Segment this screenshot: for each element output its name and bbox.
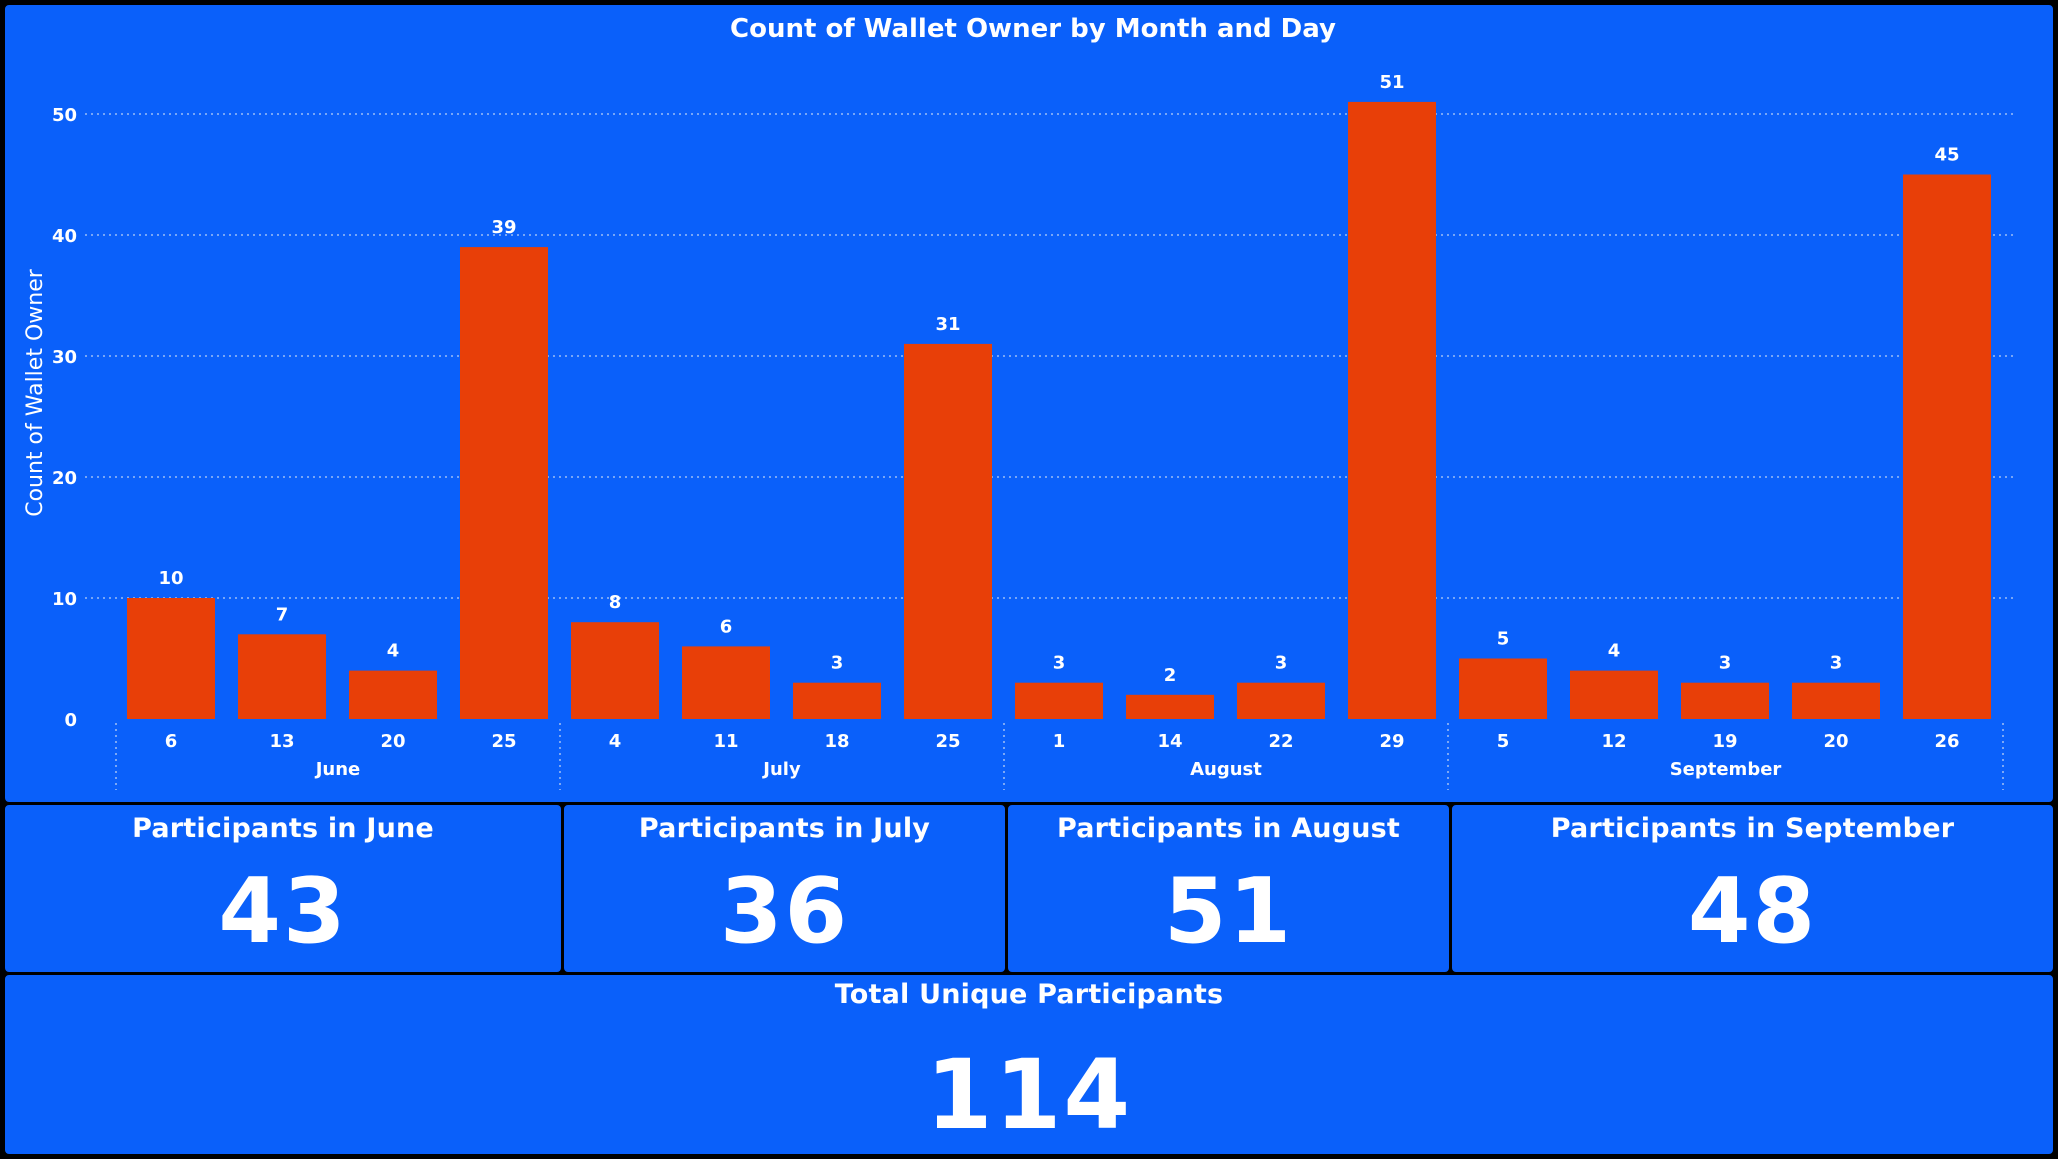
data-label: 4 (387, 641, 400, 662)
card-july: Participants in July 36 (562, 803, 1007, 974)
y-tick-label: 50 (52, 105, 77, 126)
card-july-value: 36 (719, 859, 850, 964)
y-axis-ticks: 0 10 20 30 40 50 (52, 105, 77, 731)
card-total-title: Total Unique Participants (834, 979, 1224, 1010)
month-label: September (1670, 759, 1782, 780)
x-tick-label: 4 (609, 731, 622, 752)
month-label: July (761, 759, 801, 780)
gridlines (85, 113, 2015, 599)
x-tick-label: 25 (935, 731, 960, 752)
card-september: Participants in September 48 (1450, 803, 2055, 974)
x-tick-label: 6 (165, 731, 178, 752)
data-label: 39 (491, 217, 516, 238)
data-label: 6 (720, 616, 733, 637)
bar-september-26[interactable] (1903, 174, 1991, 720)
chart-title: Count of Wallet Owner by Month and Day (730, 14, 1336, 44)
y-tick-label: 10 (52, 589, 77, 610)
data-label: 3 (1053, 653, 1066, 674)
y-tick-label: 20 (52, 468, 77, 489)
bar-august-1[interactable] (1015, 682, 1103, 719)
bar-august-14[interactable] (1126, 694, 1214, 719)
x-axis-ticks: 6 13 20 25 4 11 18 25 1 14 22 29 5 12 19 20 26 (165, 731, 1960, 752)
data-label: 2 (1164, 665, 1177, 686)
x-tick-label: 20 (1823, 731, 1848, 752)
y-axis-title: Count of Wallet Owner (23, 268, 48, 517)
x-tick-label: 29 (1379, 731, 1404, 752)
card-july-title: Participants in July (638, 813, 931, 844)
data-label: 3 (1830, 653, 1843, 674)
card-august: Participants in August 51 (1006, 803, 1451, 974)
x-tick-label: 25 (491, 731, 516, 752)
bar-september-20[interactable] (1792, 682, 1880, 719)
card-total: Total Unique Participants 114 (3, 973, 2055, 1156)
bar-june-13[interactable] (238, 634, 326, 719)
card-june: Participants in June 43 (3, 803, 563, 974)
card-september-title: Participants in September (1550, 813, 1955, 844)
data-labels: 10 7 4 39 8 6 3 31 3 2 3 51 5 4 3 3 45 (158, 72, 1959, 686)
x-tick-label: 19 (1712, 731, 1737, 752)
bar-september-12[interactable] (1570, 670, 1658, 719)
bar-september-5[interactable] (1459, 658, 1547, 720)
data-label: 4 (1608, 641, 1621, 662)
data-label: 3 (1275, 653, 1288, 674)
card-august-value: 51 (1163, 859, 1294, 964)
y-tick-label: 30 (52, 347, 77, 368)
card-september-value: 48 (1687, 859, 1818, 964)
x-tick-label: 14 (1157, 731, 1182, 752)
x-tick-label: 13 (269, 731, 294, 752)
data-label: 7 (276, 604, 289, 625)
data-label: 5 (1497, 629, 1510, 650)
bar-july-11[interactable] (682, 646, 770, 719)
bar-june-25[interactable] (460, 247, 548, 719)
x-tick-label: 18 (824, 731, 849, 752)
y-tick-label: 0 (64, 710, 77, 731)
x-tick-label: 1 (1053, 731, 1066, 752)
bar-june-20[interactable] (349, 670, 437, 719)
chart-panel: Count of Wallet Owner by Month and Day C… (3, 3, 2055, 804)
card-june-title: Participants in June (132, 813, 434, 844)
card-total-value: 114 (925, 1039, 1133, 1151)
y-tick-label: 40 (52, 226, 77, 247)
data-label: 51 (1379, 72, 1404, 93)
bar-chart: Count of Wallet Owner by Month and Day C… (23, 14, 2015, 790)
bar-july-4[interactable] (571, 622, 659, 719)
month-label: June (314, 759, 361, 780)
data-label: 45 (1934, 145, 1959, 166)
card-june-value: 43 (218, 859, 348, 964)
x-tick-label: 11 (713, 731, 738, 752)
x-tick-label: 20 (380, 731, 405, 752)
x-axis-months: June July August September (115, 723, 2004, 790)
month-label: August (1190, 759, 1262, 780)
bar-september-19[interactable] (1681, 682, 1769, 719)
x-tick-label: 26 (1934, 731, 1959, 752)
data-label: 3 (831, 653, 844, 674)
bar-july-18[interactable] (793, 682, 881, 719)
x-tick-label: 22 (1268, 731, 1293, 752)
bars[interactable] (127, 101, 1991, 720)
x-tick-label: 5 (1497, 731, 1510, 752)
data-label: 3 (1719, 653, 1732, 674)
data-label: 10 (158, 568, 183, 589)
bar-june-6[interactable] (127, 598, 215, 719)
bar-july-25[interactable] (904, 343, 992, 719)
data-label: 31 (935, 314, 960, 335)
card-august-title: Participants in August (1056, 813, 1401, 844)
bar-august-22[interactable] (1237, 682, 1325, 719)
x-tick-label: 12 (1601, 731, 1626, 752)
data-label: 8 (609, 592, 622, 613)
bar-august-29[interactable] (1348, 101, 1436, 719)
